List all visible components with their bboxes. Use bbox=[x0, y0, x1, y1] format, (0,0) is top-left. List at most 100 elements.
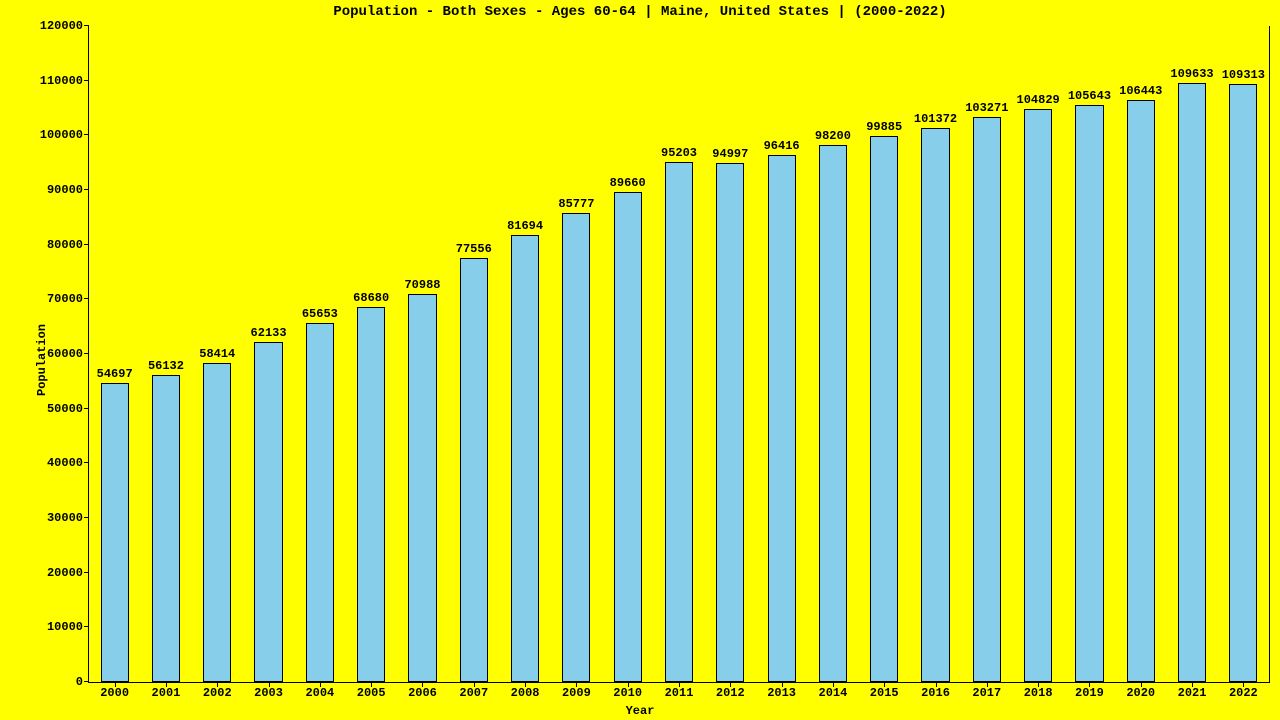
bar bbox=[973, 117, 1001, 682]
bar-value-label: 98200 bbox=[815, 129, 851, 143]
x-tick-mark bbox=[1192, 682, 1193, 687]
bar bbox=[562, 213, 590, 682]
bar bbox=[716, 163, 744, 682]
bar-value-label: 95203 bbox=[661, 146, 697, 160]
bar-value-label: 65653 bbox=[302, 307, 338, 321]
bar-value-label: 96416 bbox=[764, 139, 800, 153]
x-tick-label: 2015 bbox=[870, 686, 899, 700]
y-tick-label: 0 bbox=[76, 675, 83, 689]
chart-title: Population - Both Sexes - Ages 60-64 | M… bbox=[0, 4, 1280, 20]
chart-container: Population - Both Sexes - Ages 60-64 | M… bbox=[0, 0, 1280, 720]
y-tick-label: 50000 bbox=[47, 402, 83, 416]
y-tick-mark bbox=[84, 298, 89, 299]
bar-value-label: 99885 bbox=[866, 120, 902, 134]
y-tick-label: 100000 bbox=[40, 128, 83, 142]
x-tick-mark bbox=[115, 682, 116, 687]
y-tick-mark bbox=[84, 80, 89, 81]
bar bbox=[870, 136, 898, 682]
bar-value-label: 54697 bbox=[97, 367, 133, 381]
bar bbox=[665, 162, 693, 682]
bar bbox=[460, 258, 488, 682]
x-tick-mark bbox=[269, 682, 270, 687]
x-tick-label: 2022 bbox=[1229, 686, 1258, 700]
x-tick-label: 2006 bbox=[408, 686, 437, 700]
bar bbox=[1024, 109, 1052, 682]
x-tick-mark bbox=[884, 682, 885, 687]
bar bbox=[306, 323, 334, 682]
y-tick-mark bbox=[84, 244, 89, 245]
x-tick-label: 2008 bbox=[511, 686, 540, 700]
bar-value-label: 94997 bbox=[712, 147, 748, 161]
x-tick-label: 2018 bbox=[1024, 686, 1053, 700]
y-tick-mark bbox=[84, 626, 89, 627]
bar bbox=[101, 383, 129, 682]
bar bbox=[152, 375, 180, 682]
x-tick-mark bbox=[628, 682, 629, 687]
y-tick-label: 110000 bbox=[40, 74, 83, 88]
x-tick-mark bbox=[576, 682, 577, 687]
y-tick-mark bbox=[84, 462, 89, 463]
bar bbox=[921, 128, 949, 682]
bar-value-label: 104829 bbox=[1017, 93, 1060, 107]
y-tick-label: 60000 bbox=[47, 347, 83, 361]
x-tick-mark bbox=[936, 682, 937, 687]
bar-value-label: 105643 bbox=[1068, 89, 1111, 103]
x-tick-label: 2005 bbox=[357, 686, 386, 700]
x-tick-mark bbox=[833, 682, 834, 687]
x-axis-label: Year bbox=[0, 704, 1280, 718]
bar-value-label: 62133 bbox=[251, 326, 287, 340]
y-tick-mark bbox=[84, 353, 89, 354]
y-tick-mark bbox=[84, 189, 89, 190]
x-tick-label: 2019 bbox=[1075, 686, 1104, 700]
x-tick-mark bbox=[1243, 682, 1244, 687]
bar bbox=[203, 363, 231, 682]
x-tick-label: 2002 bbox=[203, 686, 232, 700]
x-tick-label: 2012 bbox=[716, 686, 745, 700]
bar-value-label: 85777 bbox=[558, 197, 594, 211]
x-tick-label: 2000 bbox=[100, 686, 129, 700]
y-tick-label: 40000 bbox=[47, 456, 83, 470]
x-tick-label: 2017 bbox=[972, 686, 1001, 700]
x-tick-mark bbox=[1089, 682, 1090, 687]
bar-value-label: 106443 bbox=[1119, 84, 1162, 98]
bar bbox=[1178, 83, 1206, 682]
bar-value-label: 68680 bbox=[353, 291, 389, 305]
x-tick-label: 2016 bbox=[921, 686, 950, 700]
bar bbox=[768, 155, 796, 682]
x-tick-label: 2009 bbox=[562, 686, 591, 700]
bar-value-label: 89660 bbox=[610, 176, 646, 190]
y-tick-label: 80000 bbox=[47, 238, 83, 252]
bar-value-label: 58414 bbox=[199, 347, 235, 361]
x-tick-mark bbox=[474, 682, 475, 687]
x-tick-mark bbox=[166, 682, 167, 687]
x-tick-mark bbox=[525, 682, 526, 687]
x-tick-mark bbox=[1038, 682, 1039, 687]
x-tick-label: 2011 bbox=[665, 686, 694, 700]
bar bbox=[408, 294, 436, 682]
x-tick-mark bbox=[1141, 682, 1142, 687]
x-tick-mark bbox=[987, 682, 988, 687]
bar bbox=[1229, 84, 1257, 682]
bar-value-label: 101372 bbox=[914, 112, 957, 126]
x-tick-mark bbox=[730, 682, 731, 687]
y-tick-mark bbox=[84, 517, 89, 518]
y-tick-label: 30000 bbox=[47, 511, 83, 525]
y-tick-label: 20000 bbox=[47, 566, 83, 580]
bar-value-label: 103271 bbox=[965, 101, 1008, 115]
y-tick-label: 70000 bbox=[47, 292, 83, 306]
bar bbox=[511, 235, 539, 682]
y-tick-mark bbox=[84, 408, 89, 409]
x-tick-mark bbox=[782, 682, 783, 687]
bar bbox=[1127, 100, 1155, 682]
x-tick-label: 2001 bbox=[152, 686, 181, 700]
x-tick-label: 2021 bbox=[1178, 686, 1207, 700]
bar-value-label: 109633 bbox=[1170, 67, 1213, 81]
y-tick-label: 10000 bbox=[47, 620, 83, 634]
x-tick-label: 2010 bbox=[613, 686, 642, 700]
bar bbox=[254, 342, 282, 682]
bar-value-label: 56132 bbox=[148, 359, 184, 373]
bar-value-label: 109313 bbox=[1222, 68, 1265, 82]
x-tick-mark bbox=[320, 682, 321, 687]
y-tick-label: 120000 bbox=[40, 19, 83, 33]
bar bbox=[1075, 105, 1103, 683]
